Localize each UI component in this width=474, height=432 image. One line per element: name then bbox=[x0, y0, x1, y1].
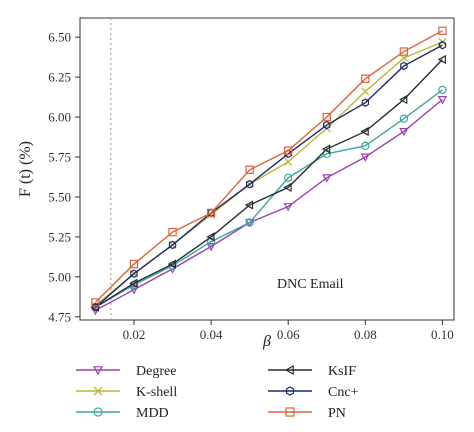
data-point bbox=[167, 259, 177, 269]
data-point bbox=[206, 208, 216, 218]
legend-label: PN bbox=[328, 406, 346, 421]
data-point bbox=[361, 98, 370, 107]
series-pn bbox=[91, 26, 447, 307]
x-axis: 0.02 0.04 0.06 0.08 0.10 bbox=[123, 320, 454, 342]
series-degree bbox=[90, 96, 448, 316]
data-point bbox=[438, 40, 447, 50]
y-tick-label: 5.75 bbox=[48, 150, 71, 165]
data-point bbox=[91, 298, 100, 307]
legend-item: Cnc+ bbox=[268, 385, 359, 400]
y-axis-label: F (t) (%) bbox=[17, 141, 34, 197]
data-point bbox=[245, 179, 254, 189]
y-axis: 4.75 5.00 5.25 5.50 5.75 6.00 6.25 6.50 bbox=[48, 30, 80, 324]
data-point bbox=[285, 407, 295, 417]
legend-item: PN bbox=[268, 406, 346, 421]
legend: Degree K-shell MDD KsIF Cnc+ PN bbox=[76, 364, 359, 421]
data-point bbox=[168, 227, 177, 237]
y-tick-label: 6.50 bbox=[48, 30, 71, 45]
data-point bbox=[244, 200, 254, 210]
y-tick-label: 6.25 bbox=[48, 70, 71, 85]
legend-label: Degree bbox=[136, 364, 176, 379]
data-point bbox=[400, 61, 408, 71]
x-tick-label: 0.04 bbox=[200, 327, 223, 342]
data-point bbox=[399, 94, 408, 105]
data-point bbox=[130, 269, 138, 278]
y-tick-label: 6.00 bbox=[48, 110, 71, 125]
data-point bbox=[322, 112, 331, 122]
x-tick-label: 0.02 bbox=[123, 327, 146, 342]
x-tick-label: 0.10 bbox=[431, 327, 454, 342]
data-point bbox=[284, 364, 294, 376]
data-point bbox=[399, 127, 409, 137]
x-tick-label: 0.08 bbox=[354, 327, 377, 342]
legend-item: KsIF bbox=[268, 364, 356, 379]
data-point bbox=[399, 114, 409, 123]
data-point bbox=[283, 203, 293, 212]
data-point bbox=[245, 165, 254, 174]
data-point bbox=[92, 366, 104, 376]
chart-annotation: DNC Email bbox=[277, 277, 344, 292]
data-point bbox=[323, 120, 331, 130]
data-point bbox=[206, 237, 216, 246]
y-tick-label: 5.00 bbox=[48, 269, 71, 284]
data-point bbox=[168, 240, 177, 250]
series-line bbox=[95, 98, 443, 312]
data-point bbox=[438, 85, 447, 95]
legend-label: K-shell bbox=[136, 385, 177, 400]
legend-label: Cnc+ bbox=[328, 385, 359, 400]
series-k-shell bbox=[91, 37, 447, 310]
data-point bbox=[361, 74, 370, 83]
series-layer bbox=[90, 26, 448, 316]
y-tick-label: 5.50 bbox=[48, 189, 71, 204]
x-axis-label: β bbox=[262, 333, 271, 350]
data-point bbox=[360, 126, 369, 137]
series-line bbox=[95, 89, 443, 308]
data-point bbox=[361, 87, 370, 96]
data-point bbox=[206, 232, 215, 242]
data-point bbox=[284, 173, 293, 182]
legend-label: MDD bbox=[136, 406, 169, 421]
data-point bbox=[322, 149, 331, 159]
data-point bbox=[285, 386, 295, 396]
y-tick-label: 4.75 bbox=[48, 309, 71, 324]
data-point bbox=[284, 157, 293, 166]
data-point bbox=[129, 278, 138, 288]
data-point bbox=[437, 96, 448, 105]
x-tick-label: 0.06 bbox=[277, 327, 300, 342]
data-point bbox=[93, 386, 103, 396]
legend-label: KsIF bbox=[328, 364, 356, 379]
series-cnc- bbox=[91, 40, 447, 312]
series-line bbox=[95, 59, 443, 308]
data-point bbox=[361, 141, 370, 151]
plot-frame bbox=[79, 17, 455, 321]
data-point bbox=[283, 182, 292, 192]
data-point bbox=[93, 407, 103, 417]
data-point bbox=[399, 47, 409, 56]
series-line bbox=[94, 41, 443, 307]
data-point bbox=[129, 286, 139, 295]
data-point bbox=[437, 54, 446, 65]
data-point bbox=[438, 26, 447, 35]
y-tick-label: 5.25 bbox=[48, 229, 71, 244]
data-point bbox=[284, 146, 293, 155]
data-point bbox=[321, 144, 331, 154]
data-point bbox=[206, 243, 216, 252]
series-line bbox=[94, 44, 443, 308]
data-point bbox=[245, 218, 254, 227]
series-line bbox=[94, 30, 443, 303]
data-point bbox=[322, 174, 332, 183]
legend-item: MDD bbox=[76, 406, 169, 421]
data-point bbox=[129, 259, 139, 269]
data-point bbox=[360, 153, 370, 162]
legend-item: K-shell bbox=[76, 385, 177, 400]
legend-item: Degree bbox=[76, 364, 176, 379]
series-ksif bbox=[90, 54, 446, 312]
